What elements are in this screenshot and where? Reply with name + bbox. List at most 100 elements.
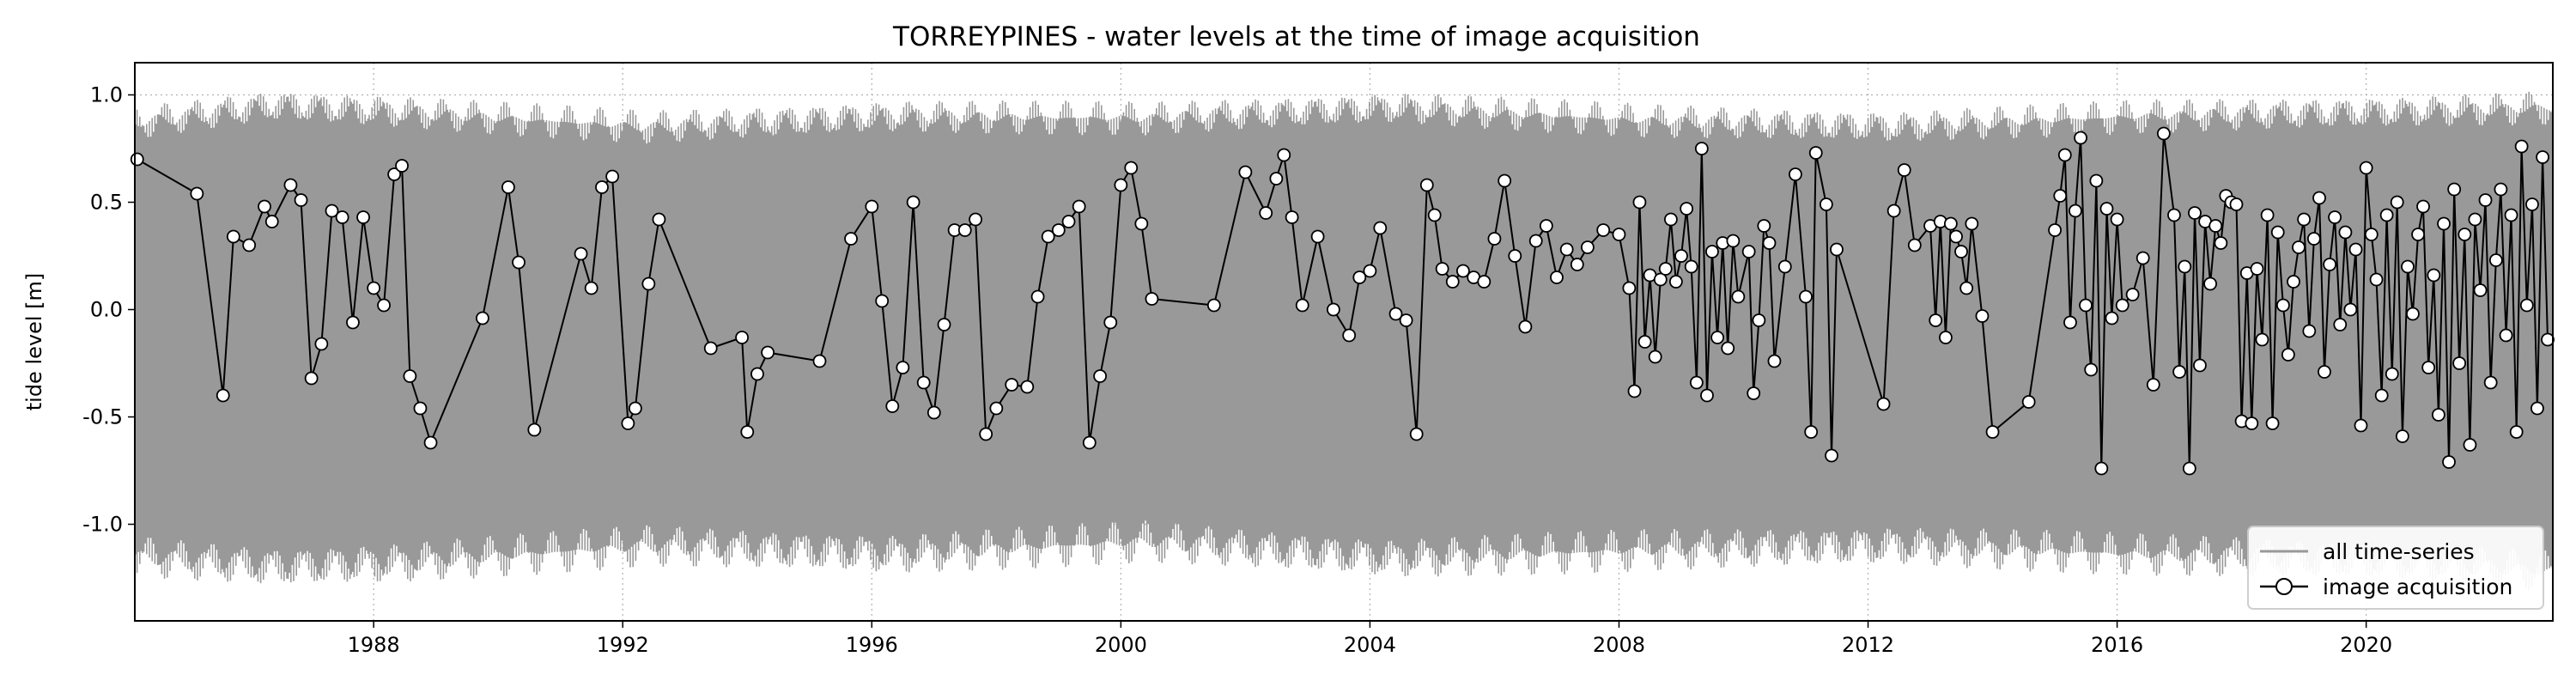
acquisition-point	[2074, 131, 2087, 145]
acquisition-point	[628, 401, 642, 416]
acquisition-point	[1876, 397, 1891, 411]
acquisition-point	[1985, 425, 2000, 439]
acquisition-point	[2519, 298, 2534, 313]
acquisition-point	[2136, 251, 2150, 265]
acquisition-point	[1539, 219, 1553, 233]
acquisition-point	[283, 178, 298, 192]
x-tick-label: 2016	[2091, 633, 2143, 657]
y-axis-label: tide level [m]	[22, 273, 46, 411]
x-tick-label: 2008	[1593, 633, 1645, 657]
acquisition-point	[1886, 204, 1901, 218]
acquisition-point	[1487, 232, 1502, 246]
acquisition-point	[1082, 435, 1097, 450]
acquisition-point	[1427, 208, 1442, 222]
acquisition-point	[2250, 262, 2264, 276]
acquisition-point	[1752, 313, 1766, 327]
acquisition-point	[2468, 212, 2482, 227]
acquisition-point	[1622, 281, 1637, 295]
acquisition-point	[906, 195, 920, 210]
acquisition-point	[812, 354, 827, 368]
legend-acquisition-label: image acquisition	[2323, 575, 2512, 599]
acquisition-point	[1295, 298, 1309, 313]
acquisition-point	[335, 210, 349, 224]
acquisition-point	[1352, 271, 1367, 284]
acquisition-point	[875, 294, 890, 308]
acquisition-point	[1310, 229, 1325, 244]
acquisition-point	[2172, 365, 2187, 379]
acquisition-point	[927, 405, 941, 420]
acquisition-point	[1954, 245, 1968, 258]
acquisition-point	[2483, 375, 2498, 390]
acquisition-point	[501, 180, 515, 194]
acquisition-point	[2079, 298, 2093, 313]
acquisition-point	[294, 193, 308, 207]
acquisition-point	[2328, 210, 2342, 224]
legend-all-series-label: all time-series	[2323, 539, 2475, 564]
acquisition-point	[2488, 253, 2503, 267]
acquisition-point	[2089, 173, 2104, 188]
acquisition-point	[1757, 219, 1771, 233]
all-time-series-line	[135, 91, 2554, 591]
acquisition-point	[2323, 258, 2337, 271]
acquisition-point	[1388, 307, 1403, 321]
acquisition-point	[2406, 307, 2420, 321]
y-tick-label: 0.5	[90, 191, 123, 215]
acquisition-point	[1949, 229, 1963, 244]
acquisition-point	[2514, 139, 2529, 154]
acquisition-point	[621, 416, 635, 430]
acquisition-point	[2021, 395, 2036, 409]
y-tick-label: -1.0	[82, 513, 123, 537]
acquisition-point	[761, 345, 775, 360]
acquisition-point	[2411, 228, 2425, 241]
acquisition-point	[242, 238, 257, 252]
acquisition-point	[916, 375, 931, 390]
acquisition-point	[1238, 165, 1253, 179]
acquisition-point	[1570, 258, 1584, 271]
acquisition-point	[387, 167, 402, 181]
acquisition-point	[1637, 335, 1652, 349]
acquisition-point	[1103, 315, 1118, 330]
acquisition-point	[1788, 167, 1802, 181]
acquisition-point	[1206, 298, 1221, 313]
acquisition-point	[1907, 238, 1922, 252]
x-tick-label: 2020	[2340, 633, 2392, 657]
acquisition-point	[2099, 202, 2114, 216]
acquisition-point	[2265, 416, 2280, 430]
acquisition-point	[1409, 427, 1424, 441]
acquisition-point	[1664, 212, 1678, 227]
acquisition-point	[2306, 232, 2321, 246]
plot-frame	[134, 62, 2554, 622]
x-tick-label: 2004	[1344, 633, 1396, 657]
acquisition-point	[1726, 234, 1741, 248]
acquisition-point	[2354, 418, 2368, 433]
acquisition-point	[1051, 223, 1066, 237]
acquisition-point	[2287, 275, 2300, 289]
acquisition-point	[1030, 289, 1045, 304]
acquisition-point	[325, 204, 339, 218]
acquisition-point	[2416, 199, 2430, 214]
acquisition-point	[1929, 313, 1943, 327]
acquisition-point	[1528, 234, 1543, 248]
acquisition-point	[2536, 150, 2549, 164]
acquisition-point	[2395, 429, 2409, 443]
acquisition-point	[1269, 172, 1284, 185]
acquisition-point	[1134, 216, 1149, 231]
legend: all time-series image acquisition	[2247, 526, 2544, 610]
acquisition-point	[356, 210, 370, 224]
acquisition-point	[2359, 161, 2373, 175]
acquisition-point	[1653, 272, 1668, 287]
acquisition-point	[937, 318, 951, 331]
acquisition-point	[2509, 425, 2524, 439]
acquisition-point	[2338, 225, 2353, 240]
acquisition-point	[844, 232, 858, 246]
acquisition-point	[2364, 228, 2379, 241]
acquisition-point	[2530, 401, 2544, 416]
acquisition-point	[1684, 259, 1698, 274]
acquisition-point	[2343, 302, 2358, 317]
acquisition-point	[1145, 292, 1159, 306]
x-tick-label: 1992	[597, 633, 649, 657]
axis-ticks: 1988 1992 1996 2000 2004 2008 2012 2016 2020 1.0 0…	[82, 83, 2392, 658]
acquisition-point	[2478, 193, 2493, 207]
acquisition-point	[750, 367, 764, 381]
acquisition-point	[2421, 361, 2436, 374]
